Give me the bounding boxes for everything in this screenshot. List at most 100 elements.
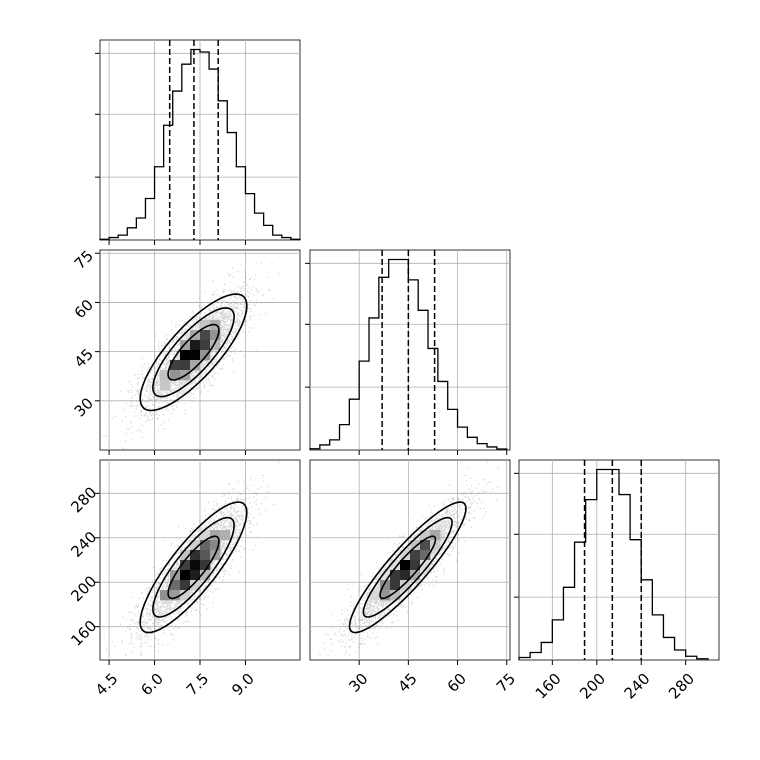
- density-cell: [400, 550, 411, 561]
- scatter-points: [318, 461, 499, 656]
- density-cell: [220, 530, 231, 541]
- density-cell: [200, 350, 211, 361]
- density-cell: [170, 370, 181, 381]
- density-cell: [370, 590, 381, 601]
- density-cell: [400, 580, 411, 591]
- density-cell: [160, 370, 171, 381]
- scatter-points: [103, 262, 280, 450]
- density-cell: [200, 570, 211, 581]
- density-cell: [180, 580, 191, 591]
- density-cell: [200, 330, 211, 341]
- scatter-points: [103, 461, 280, 656]
- density-cell: [170, 590, 181, 601]
- contour-0: [167, 323, 220, 381]
- density-cell: [170, 360, 181, 371]
- y-tick-label: 240: [67, 528, 100, 561]
- density-cell: [400, 560, 411, 571]
- density-cell: [380, 580, 391, 591]
- y-tick-label: 75: [71, 247, 97, 273]
- density-cell: [390, 590, 401, 601]
- scatter-panel-1-2: [309, 459, 511, 665]
- histogram-series-2: [518, 468, 709, 660]
- density-cell: [190, 340, 201, 351]
- y-tick-label: 280: [67, 483, 100, 516]
- density-cell: [410, 550, 421, 561]
- histogram-panel-1: [305, 249, 511, 455]
- density-cell: [430, 530, 441, 541]
- density-cell: [180, 570, 191, 581]
- contour-2: [348, 501, 467, 634]
- scatter-panel-0-2: [95, 459, 301, 665]
- contour-1: [152, 516, 235, 618]
- density-cell: [200, 550, 211, 561]
- x-tick-label: 7.5: [183, 670, 213, 700]
- x-tick-label: 75: [493, 670, 519, 696]
- y-tick-label: 30: [71, 394, 97, 420]
- x-tick-label: 280: [665, 670, 698, 703]
- density-cell: [390, 570, 401, 581]
- y-tick-label: 160: [67, 617, 100, 650]
- density-cell: [180, 590, 191, 601]
- density-cell: [190, 560, 201, 571]
- density-cell: [380, 590, 391, 601]
- x-tick-label: 160: [532, 670, 565, 703]
- density-cell: [190, 360, 201, 371]
- y-tick-label: 45: [71, 345, 97, 371]
- histogram-panel-0: [95, 39, 301, 245]
- density-cell: [200, 530, 211, 541]
- x-tick-label: 30: [345, 670, 371, 696]
- density-cell: [390, 560, 401, 571]
- density-cell: [420, 550, 431, 561]
- density-cell: [190, 350, 201, 361]
- contour-1: [152, 307, 235, 398]
- density-cell: [180, 360, 191, 371]
- density-cell: [420, 530, 431, 541]
- x-tick-label: 4.5: [92, 670, 122, 700]
- density-cell: [200, 320, 211, 331]
- density-cell: [200, 560, 211, 571]
- density-cell: [190, 570, 201, 581]
- x-tick-label: 200: [576, 670, 609, 703]
- density-cell: [180, 340, 191, 351]
- x-tick-label: 45: [395, 670, 421, 696]
- density-cell: [200, 340, 211, 351]
- contour-2: [139, 501, 248, 634]
- density-cell: [410, 540, 421, 551]
- density-cell: [410, 560, 421, 571]
- density-cell: [390, 580, 401, 591]
- scatter-panel-0-1: [95, 249, 301, 455]
- x-tick-label: 60: [444, 670, 470, 696]
- density-cell: [380, 570, 391, 581]
- density-cell: [210, 340, 221, 351]
- x-tick-label: 9.0: [228, 670, 258, 700]
- contour-2: [139, 293, 248, 412]
- density-cell: [180, 550, 191, 561]
- density-cell: [210, 540, 221, 551]
- histogram-series-0: [99, 48, 301, 240]
- density-cell: [210, 330, 221, 341]
- panel-frame: [309, 249, 511, 451]
- density-cell: [430, 540, 441, 551]
- density-cell: [190, 550, 201, 561]
- density-cell: [180, 560, 191, 571]
- contour-0: [167, 535, 220, 600]
- density-cell: [190, 540, 201, 551]
- density-cell: [170, 580, 181, 591]
- contour-0: [379, 535, 437, 600]
- density-cell: [210, 530, 221, 541]
- x-tick-label: 240: [621, 670, 654, 703]
- density-cell: [400, 570, 411, 581]
- density-cell: [410, 570, 421, 581]
- contour-1: [362, 516, 453, 618]
- density-cell: [200, 540, 211, 551]
- histogram-panel-2: [514, 459, 720, 665]
- density-cell: [420, 560, 431, 571]
- density-cell: [180, 350, 191, 361]
- density-cell: [160, 590, 171, 601]
- density-cell: [420, 540, 431, 551]
- density-cell: [160, 380, 171, 391]
- density-cell: [190, 580, 201, 591]
- y-tick-label: 200: [67, 572, 100, 605]
- y-tick-label: 60: [71, 296, 97, 322]
